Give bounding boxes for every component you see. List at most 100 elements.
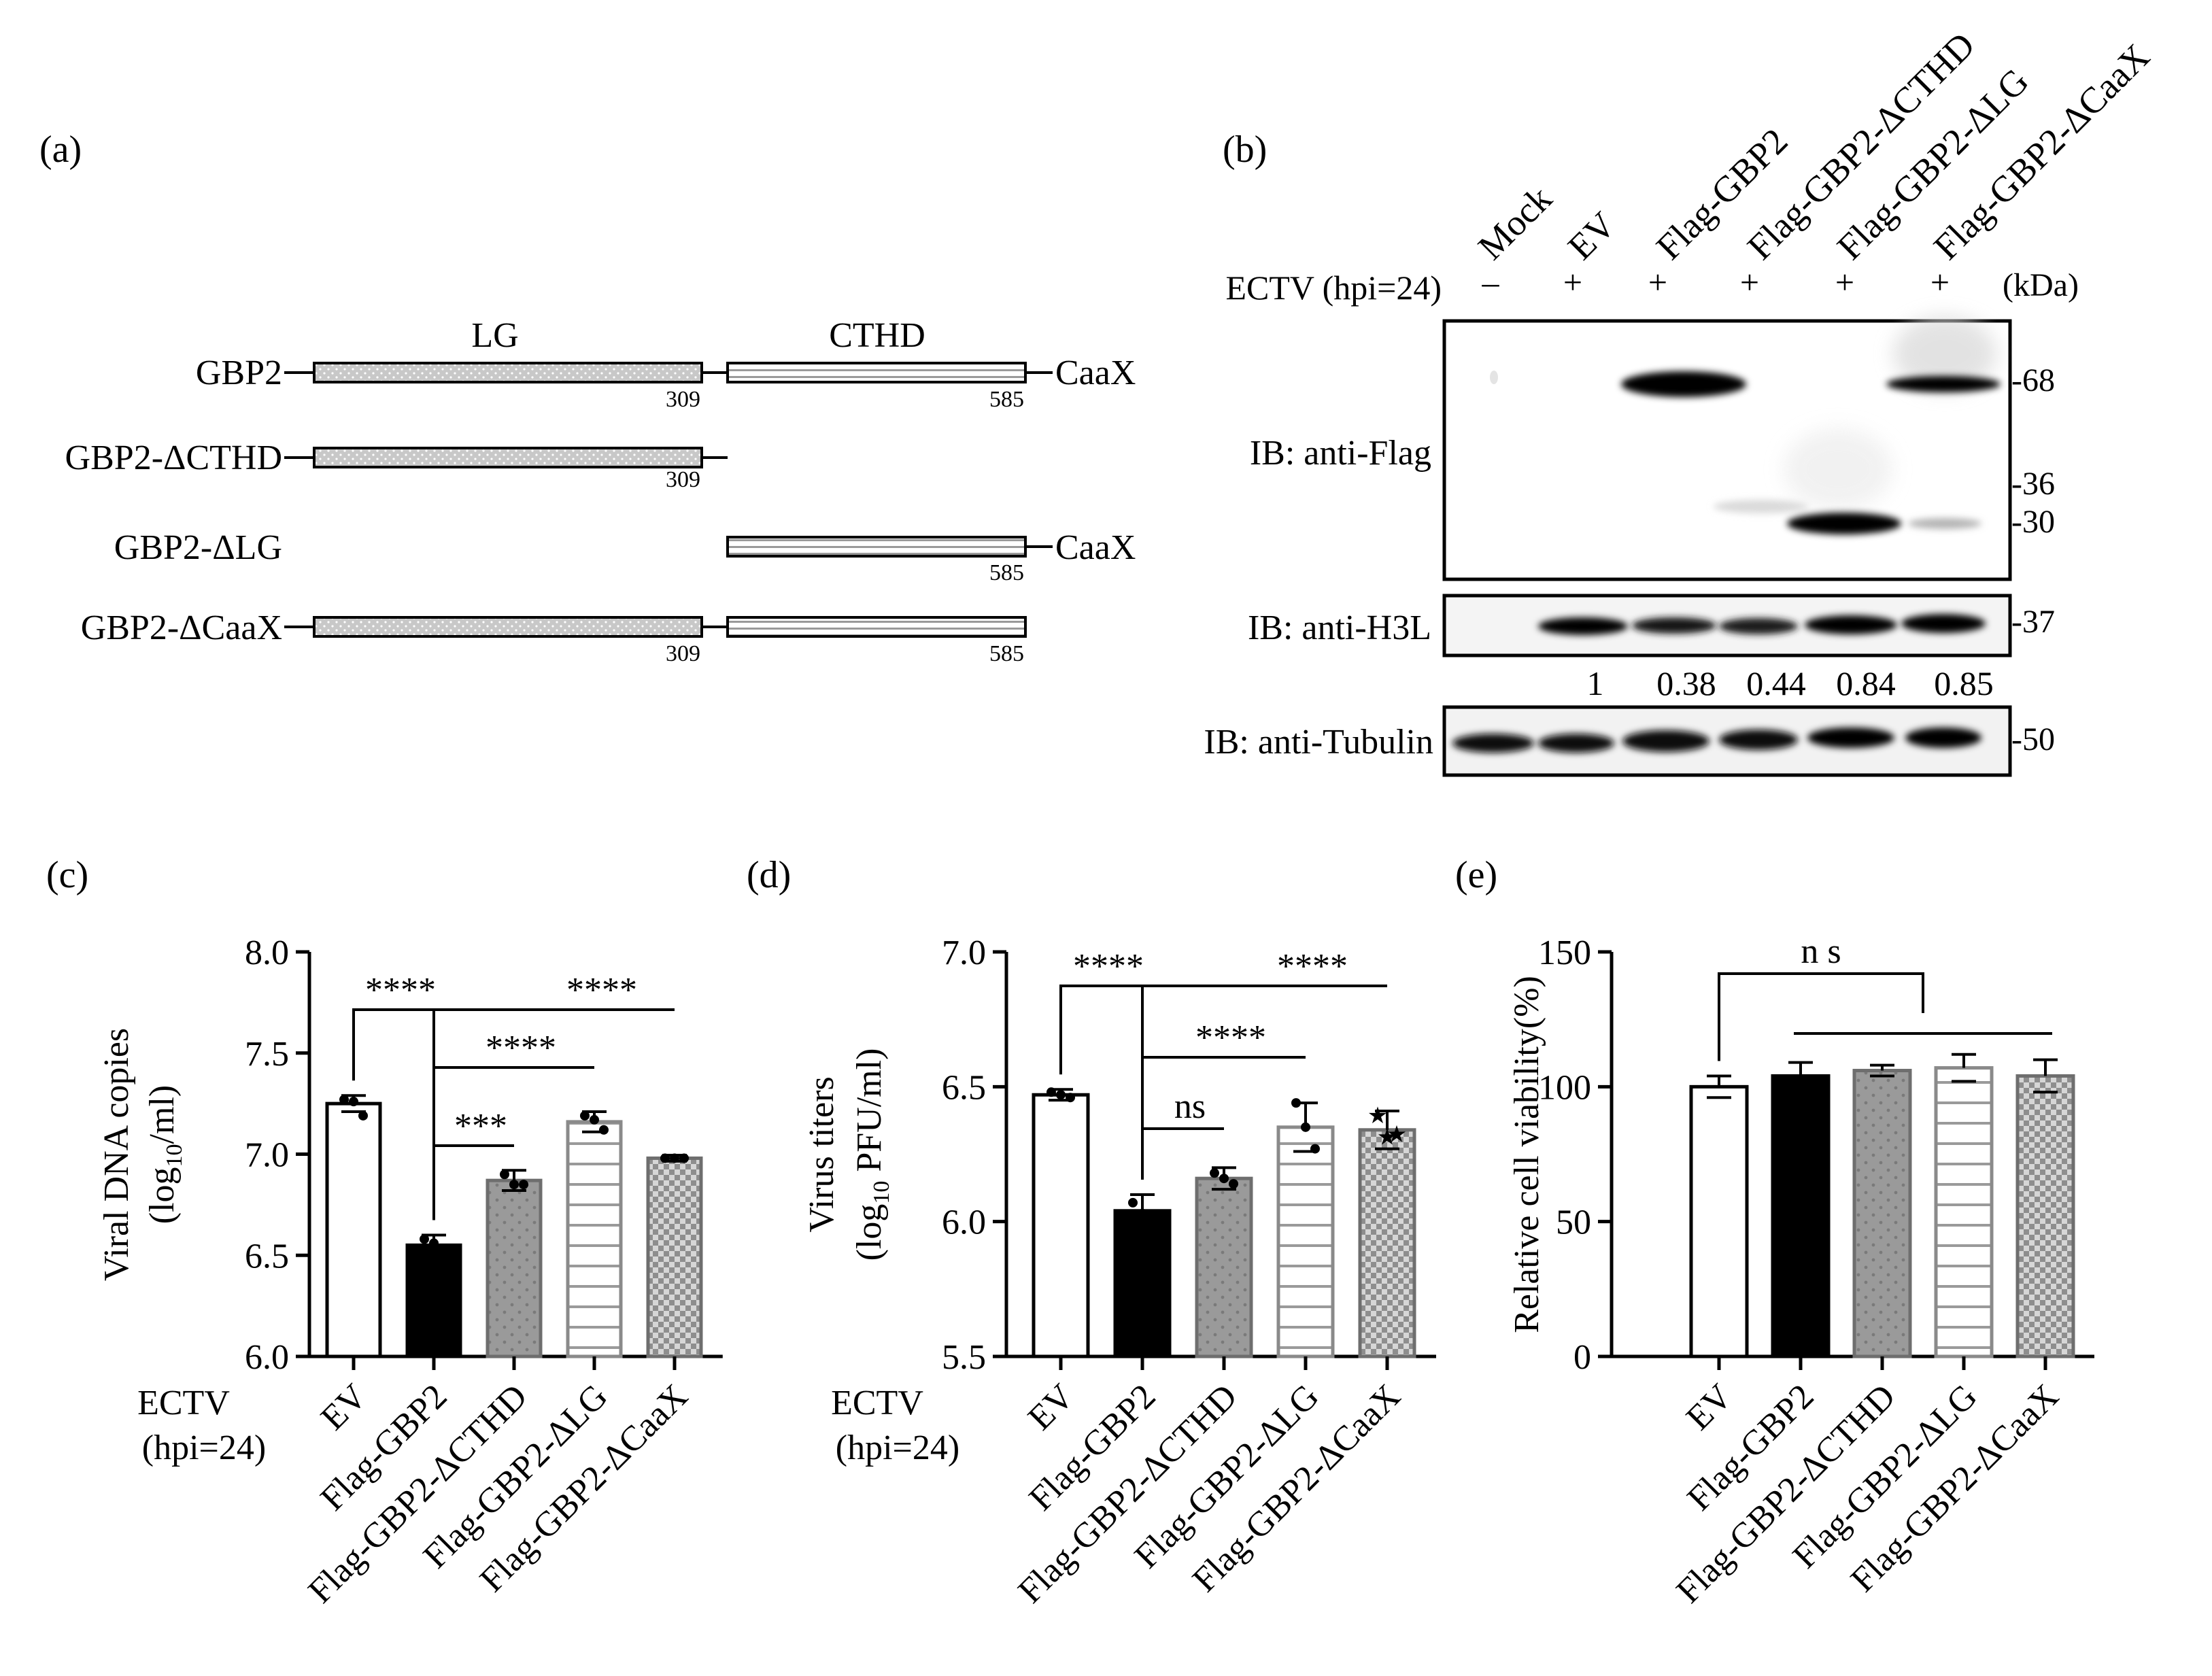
bar bbox=[1689, 1084, 1749, 1358]
construct-gbp2: GBP2 CaaX 309 585 bbox=[196, 354, 1136, 412]
blot-anti-tubulin: IB: anti-Tubulin -50 bbox=[1204, 705, 2055, 777]
lg-end-residue: 309 bbox=[666, 641, 700, 666]
bar bbox=[1276, 1125, 1335, 1358]
data-point bbox=[590, 1114, 599, 1125]
significance-label: **** bbox=[486, 1029, 556, 1067]
infection-mark-flag-gbp2: + bbox=[1648, 263, 1667, 301]
significance-label: **** bbox=[566, 971, 637, 1010]
y-tick-label: 6.5 bbox=[942, 1068, 986, 1107]
data-point bbox=[1310, 1144, 1320, 1154]
y-tick-label: 50 bbox=[1556, 1203, 1591, 1242]
x-tick-label: EV bbox=[1021, 1377, 1081, 1437]
significance-label: ns bbox=[1174, 1087, 1206, 1126]
data-point: ★ bbox=[1377, 1125, 1397, 1150]
blot-label: IB: anti-Tubulin bbox=[1204, 723, 1433, 762]
marker-68: -68 bbox=[2011, 362, 2055, 398]
blot-label: IB: anti-Flag bbox=[1250, 434, 1431, 473]
data-point bbox=[1056, 1090, 1066, 1100]
significance-bracket bbox=[1059, 985, 1144, 1180]
data-point bbox=[1210, 1168, 1219, 1178]
data-point bbox=[1301, 1122, 1310, 1132]
marker-50: -50 bbox=[2011, 721, 2055, 757]
construct-gbp2-dlg: GBP2-ΔLG CaaX 585 bbox=[114, 528, 1136, 585]
bar bbox=[325, 1101, 382, 1358]
data-point bbox=[580, 1110, 590, 1121]
data-point bbox=[1047, 1087, 1056, 1097]
data-point bbox=[1291, 1098, 1301, 1108]
data-point bbox=[670, 1153, 679, 1163]
lane-label-ev: EV bbox=[1560, 204, 1623, 267]
bar bbox=[646, 1156, 703, 1358]
marker-30: -30 bbox=[2011, 504, 2055, 540]
lg-domain-box bbox=[313, 616, 703, 638]
construct-gbp2-dcthd: GBP2-ΔCTHD 309 bbox=[65, 439, 728, 492]
infection-mark-ev: + bbox=[1563, 263, 1582, 301]
band-flag-gbp2-dcaax bbox=[1886, 376, 2001, 392]
bar bbox=[1358, 1128, 1416, 1358]
lane-label-mock: Mock bbox=[1470, 178, 1560, 268]
blot-anti-flag: IB: anti-Flag -68 -36 -30 bbox=[1250, 316, 2055, 581]
bar bbox=[1032, 1093, 1090, 1358]
data-point bbox=[420, 1234, 429, 1244]
bar bbox=[1771, 1074, 1831, 1358]
quant-flag-gbp2-dcaax: 0.85 bbox=[1934, 664, 1994, 702]
x-tick-label: EV bbox=[313, 1377, 374, 1437]
data-point bbox=[1066, 1093, 1075, 1103]
lg-domain-box bbox=[313, 362, 703, 383]
data-point bbox=[1229, 1179, 1238, 1189]
band-flag-gbp2-dcthd bbox=[1719, 618, 1798, 634]
significance-label: **** bbox=[1073, 947, 1144, 986]
bar bbox=[486, 1178, 543, 1358]
panel-d-infection-line1: ECTV bbox=[831, 1384, 923, 1422]
bar bbox=[1852, 1069, 1912, 1358]
data-point bbox=[599, 1125, 609, 1135]
significance-label: **** bbox=[1277, 947, 1348, 986]
significance-bracket bbox=[352, 1008, 435, 1220]
construct-name: GBP2 bbox=[196, 354, 282, 392]
bar bbox=[1195, 1176, 1253, 1358]
y-axis-label: Viral DNA copies bbox=[97, 1028, 136, 1281]
data-point: ★ bbox=[1367, 1104, 1388, 1129]
data-point bbox=[1138, 1208, 1147, 1218]
data-point bbox=[1128, 1197, 1138, 1208]
significance-bracket bbox=[1718, 972, 1924, 1061]
caax-label: CaaX bbox=[1055, 354, 1136, 392]
marker-37: -37 bbox=[2011, 604, 2055, 640]
data-point bbox=[1219, 1174, 1229, 1184]
panel-e-label: (e) bbox=[1455, 854, 1497, 896]
caax-label: CaaX bbox=[1055, 528, 1136, 567]
panel-c-infection-line1: ECTV bbox=[137, 1384, 230, 1422]
chart-virus-titers: 5.5 6.0 6.5 7.0 Virus titers (log10 PFU/ml) EV… bbox=[802, 934, 1436, 1611]
y-tick-label: 150 bbox=[1538, 934, 1591, 972]
data-point bbox=[660, 1153, 670, 1163]
data-point bbox=[679, 1153, 689, 1163]
quant-flag-gbp2-dlg: 0.84 bbox=[1836, 664, 1896, 702]
x-tick-label: EV bbox=[1679, 1377, 1739, 1437]
data-point bbox=[358, 1110, 368, 1121]
y-tick-label: 100 bbox=[1538, 1068, 1591, 1107]
panel-c-infection-line2: (hpi=24) bbox=[142, 1429, 266, 1467]
band-flag-gbp2-dcthd bbox=[1714, 500, 1809, 513]
significance-label: **** bbox=[1195, 1019, 1266, 1057]
quant-flag-gbp2: 0.38 bbox=[1656, 664, 1716, 702]
lg-domain-label: LG bbox=[471, 316, 518, 355]
band-flag-gbp2-dcaax bbox=[1901, 614, 1986, 633]
significance-label: **** bbox=[365, 971, 436, 1010]
cthd-end-residue: 585 bbox=[989, 387, 1024, 412]
y-tick-label: 6.0 bbox=[245, 1338, 289, 1377]
y-tick-label: 7.0 bbox=[245, 1136, 289, 1175]
y-tick-label: 7.5 bbox=[245, 1035, 289, 1074]
quant-flag-gbp2-dcthd: 0.44 bbox=[1746, 664, 1806, 702]
bar bbox=[1113, 1209, 1172, 1358]
y-tick-label: 6.0 bbox=[942, 1203, 986, 1242]
significance-label: n s bbox=[1801, 932, 1841, 971]
marker-36: -36 bbox=[2011, 466, 2055, 502]
panel-a-label: (a) bbox=[39, 129, 82, 171]
cthd-end-residue: 585 bbox=[989, 560, 1024, 585]
lg-end-residue: 309 bbox=[666, 467, 700, 492]
construct-gbp2-dcaax: GBP2-ΔCaaX 309 585 bbox=[81, 609, 1027, 666]
y-tick-label: 0 bbox=[1573, 1338, 1591, 1377]
quant-ev: 1 bbox=[1587, 664, 1604, 702]
y-tick-label: 6.5 bbox=[245, 1237, 289, 1276]
